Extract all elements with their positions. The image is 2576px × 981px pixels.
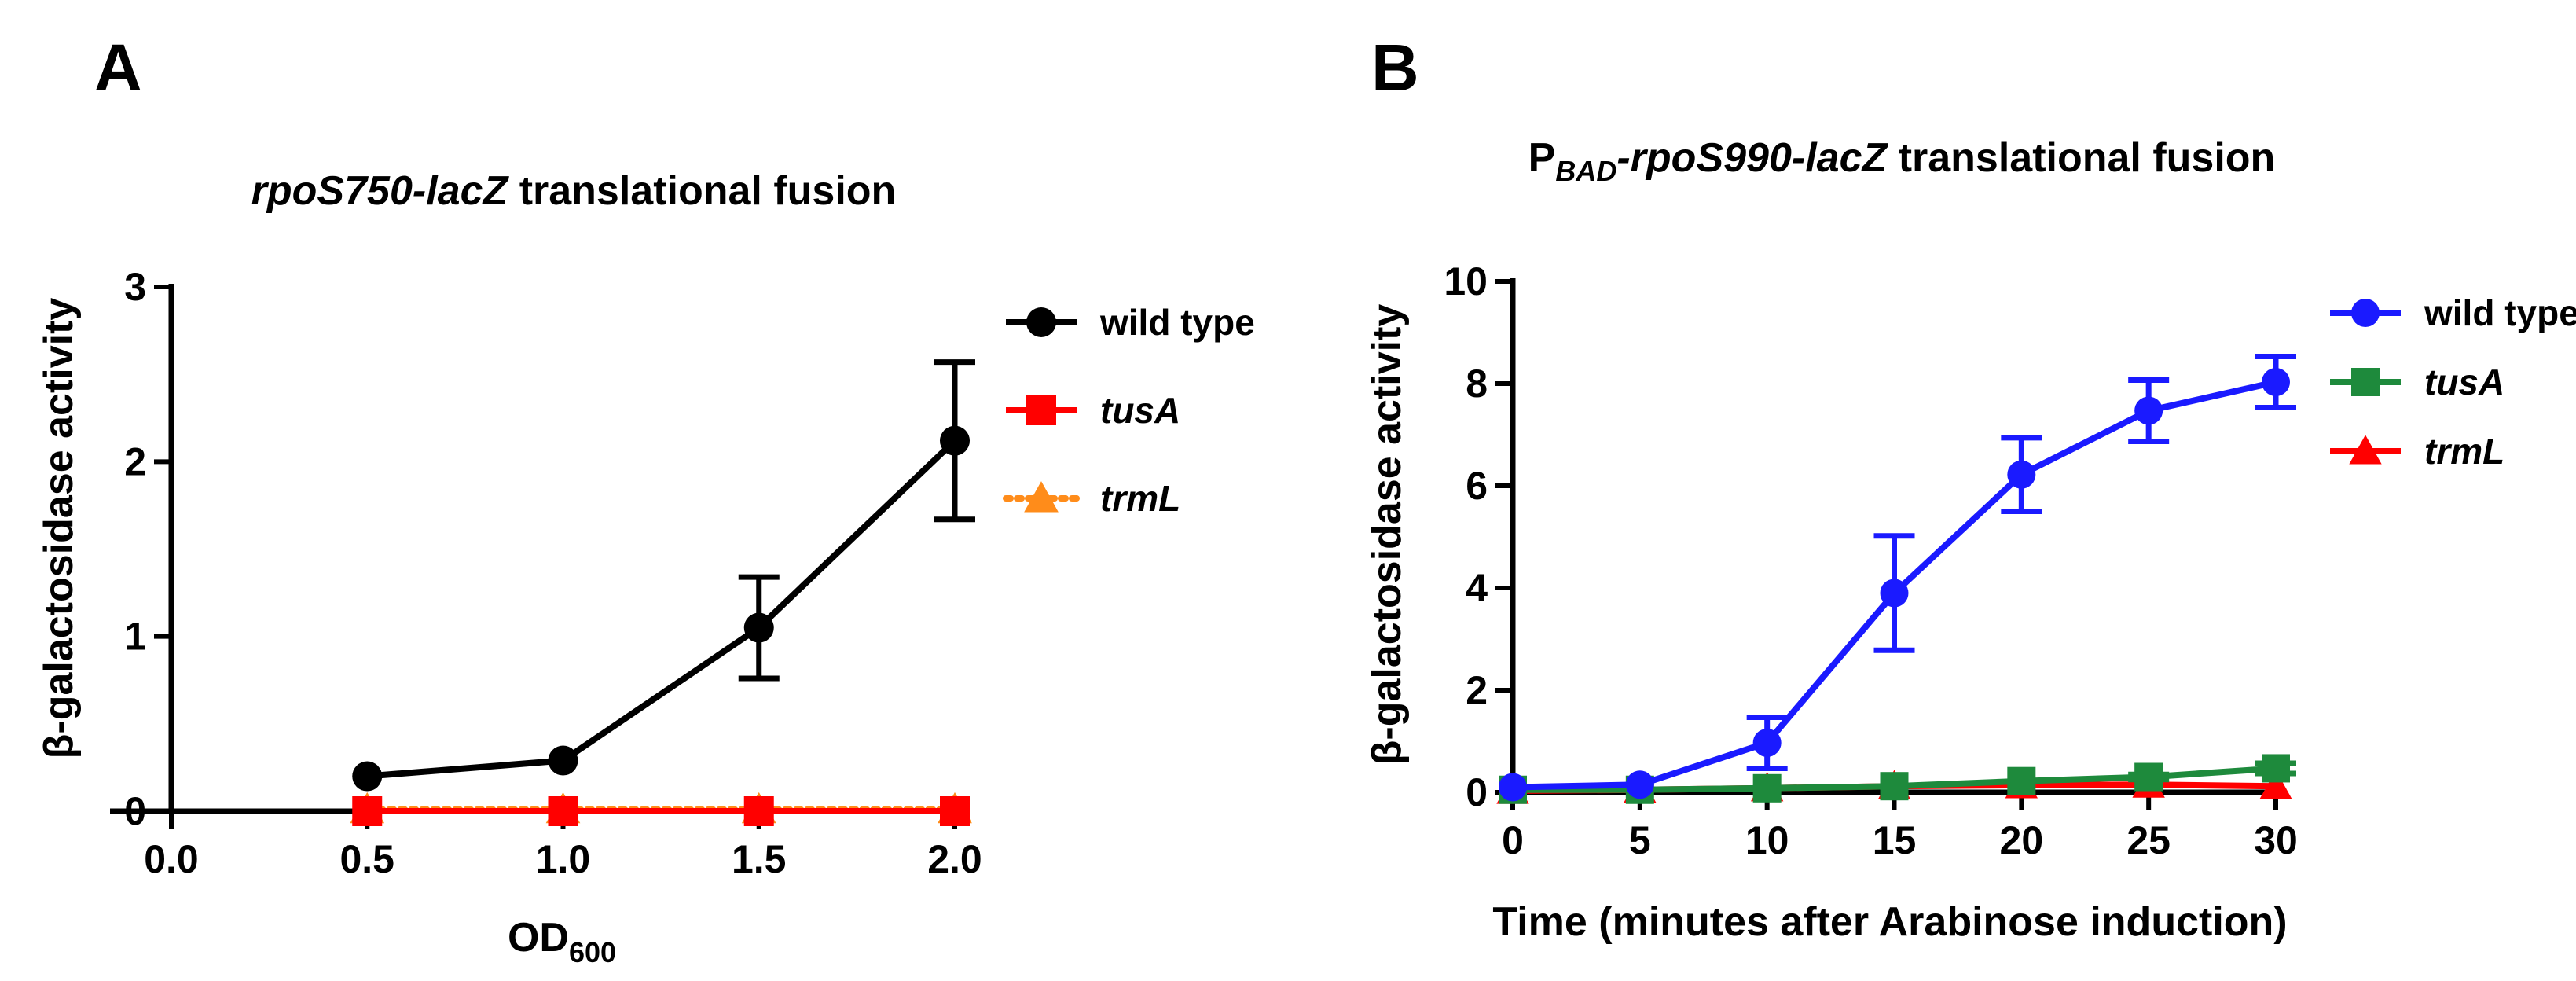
panel-b-legend-marker [2349, 435, 2382, 465]
panel-b-point-tusa [1880, 772, 1909, 801]
panel-a-point-tusa [743, 796, 774, 826]
panel-b-y-tick-label: 2 [1466, 668, 1488, 712]
panel-b-y-tick-label: 10 [1444, 259, 1488, 303]
panel-b-series-wild-type [1499, 354, 2296, 802]
panel-b-y-tick-label: 8 [1466, 362, 1488, 406]
panel-a-title-part-0: rpoS750-lacZ [251, 168, 510, 214]
panel-a-plot: 0 1 2 3 0.0 0.5 1.0 1.5 2.0 [110, 265, 982, 881]
panel-b: B PBAD-rpoS990-lacZ translational fusion… [1364, 31, 2576, 945]
panel-a-x-axis-label-main: OD [508, 915, 569, 961]
panel-b-legend-item-trml: trmL [2330, 431, 2504, 472]
panel-a-series-tusa [352, 796, 970, 826]
panel-b-legend-item-wild-type: wild type [2330, 292, 2576, 333]
panel-b-point-tusa [2262, 754, 2290, 783]
panel-a-x-tick-label: 2.0 [927, 837, 982, 881]
panel-a-y-tick-label: 2 [124, 439, 146, 483]
panel-a-point-wild-type [940, 425, 970, 456]
panel-b-y-tick-label: 4 [1466, 566, 1488, 610]
panel-a-x-axis-label: OD600 [508, 915, 616, 968]
panel-b-legend: wild type tusA trmL [2330, 292, 2576, 472]
panel-a-point-wild-type [352, 761, 383, 792]
panel-b-legend-label: tusA [2424, 362, 2504, 402]
panel-a-y-tick-label: 0 [124, 789, 146, 833]
panel-a-point-tusa [352, 796, 383, 826]
panel-b-title-part-2: -rpoS990-lacZ [1616, 135, 1888, 181]
panel-a-legend-item-wild-type: wild type [1006, 302, 1255, 343]
panel-a: A rpoS750-lacZ translational fusion β-ga… [36, 31, 1255, 968]
panel-b-label: B [1371, 31, 1419, 105]
panel-b-x-tick-label: 5 [1629, 818, 1651, 862]
panel-a-title-part-1: translational fusion [508, 168, 896, 214]
panel-a-legend-label: trmL [1100, 478, 1180, 519]
panel-a-point-tusa [548, 796, 578, 826]
panel-a-legend-marker [1026, 395, 1056, 425]
panel-a-series-wild-type [352, 359, 975, 792]
panel-b-point-tusa [2007, 766, 2036, 795]
panel-b-legend-marker [2351, 299, 2380, 327]
panel-a-legend-item-tusa: tusA [1006, 390, 1180, 431]
panel-b-x-tick-label: 0 [1502, 818, 1524, 862]
panel-a-point-wild-type [548, 745, 578, 776]
panel-b-x-tick-label: 10 [1745, 818, 1789, 862]
panel-a-point-wild-type [743, 612, 774, 643]
panel-a-label: A [94, 31, 142, 105]
panel-a-point-tusa [940, 796, 970, 826]
panel-a-x-tick-label: 0.5 [339, 837, 394, 881]
panel-a-series-trml [350, 792, 972, 824]
panel-b-title-part-3: translational fusion [1887, 135, 2275, 181]
panel-b-point-trml [2259, 770, 2292, 799]
panel-b-point-tusa [2134, 762, 2163, 792]
panel-b-x-tick-label: 30 [2254, 818, 2298, 862]
panel-b-point-wild-type [2007, 460, 2036, 489]
panel-a-y-axis-label: β-galactosidase activity [36, 298, 82, 759]
panel-a-y-tick-label: 1 [124, 615, 146, 659]
panel-a-legend-label: tusA [1100, 390, 1180, 431]
panel-b-x-tick-label: 20 [2000, 818, 2044, 862]
panel-b-title-part-1: BAD [1555, 155, 1616, 187]
panel-b-plot: 0 2 4 6 8 10 0 5 10 15 20 25 30 [1444, 259, 2297, 862]
panel-a-legend-marker [1024, 481, 1059, 513]
panel-b-x-axis-label: Time (minutes after Arabinose induction) [1492, 899, 2287, 945]
panel-a-legend-label: wild type [1099, 302, 1255, 343]
panel-b-point-wild-type [1880, 579, 1909, 608]
panel-a-x-axis-label-sub: 600 [569, 936, 616, 968]
panel-b-y-tick-label: 0 [1466, 770, 1488, 814]
panel-b-point-wild-type [1752, 728, 1782, 757]
panel-b-legend-label: trmL [2424, 431, 2504, 472]
panel-a-legend: wild type tusA trmL [1003, 302, 1255, 519]
panel-a-y-tick-label: 3 [124, 265, 146, 309]
panel-a-legend-item-trml: trmL [1003, 478, 1180, 519]
panel-b-point-wild-type [1625, 770, 1654, 799]
panel-b-y-axis-label: β-galactosidase activity [1364, 304, 1410, 766]
panel-b-legend-item-tusa: tusA [2330, 362, 2504, 402]
panel-a-series-line-wild-type [366, 438, 957, 780]
panel-b-x-tick-label: 15 [1873, 818, 1917, 862]
panel-b-series-tusa [1499, 754, 2296, 804]
panel-b-point-tusa [1752, 773, 1782, 803]
panel-a-legend-marker [1026, 307, 1056, 337]
panel-a-x-tick-label: 1.5 [732, 837, 787, 881]
panel-a-title: rpoS750-lacZ translational fusion [251, 168, 897, 214]
panel-b-point-wild-type [1499, 773, 1527, 802]
panel-a-x-tick-label: 1.0 [536, 837, 591, 881]
panel-b-legend-marker [2351, 368, 2380, 396]
panel-b-point-wild-type [2134, 396, 2163, 425]
panel-b-x-tick-label: 25 [2126, 818, 2171, 862]
panel-b-title: PBAD-rpoS990-lacZ translational fusion [1528, 135, 2276, 187]
panel-b-y-tick-label: 6 [1466, 464, 1488, 508]
panel-b-title-part-0: P [1528, 135, 1556, 181]
panel-b-legend-label: wild type [2424, 292, 2576, 333]
panel-b-point-wild-type [2262, 368, 2290, 397]
panel-a-x-tick-label: 0.0 [144, 837, 199, 881]
